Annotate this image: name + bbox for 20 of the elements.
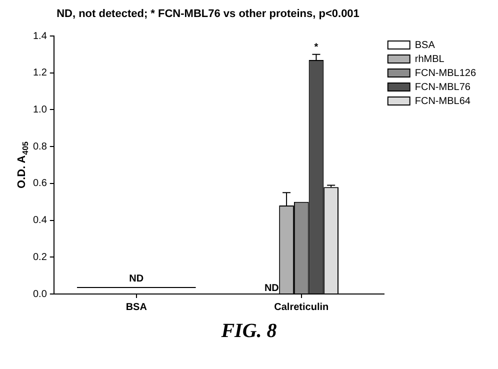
y-tick-label: 0.8 [32,141,48,152]
y-tick-label: 1.2 [32,68,48,79]
caption: FIG. 8 [220,320,278,343]
legend-label: FCN-MBL64 [414,96,471,107]
legend-label: FCN-MBL126 [414,68,476,79]
legend-label: FCN-MBL76 [414,82,471,93]
x-tick-label: Calreticulin [274,302,329,313]
y-tick-label: 0.0 [32,288,48,300]
legend-label: BSA [414,40,436,51]
y-tick-label: 0.4 [32,215,48,226]
y-axis-title: O.D. A405 [16,140,30,188]
y-tick-label: 1.4 [32,30,48,42]
text: ND [264,282,279,294]
chart-title: ND, not detected; * FCN-MBL76 vs other proteins, p<0.001 [56,8,360,20]
legend-label: rhMBL [414,54,445,65]
ref-line-label: ND [129,273,144,284]
data-label: * [314,42,318,54]
y-tick-label: 0.6 [32,178,48,190]
y-tick-label: 0.2 [32,252,48,263]
y-tick-label: 1.0 [32,104,48,116]
